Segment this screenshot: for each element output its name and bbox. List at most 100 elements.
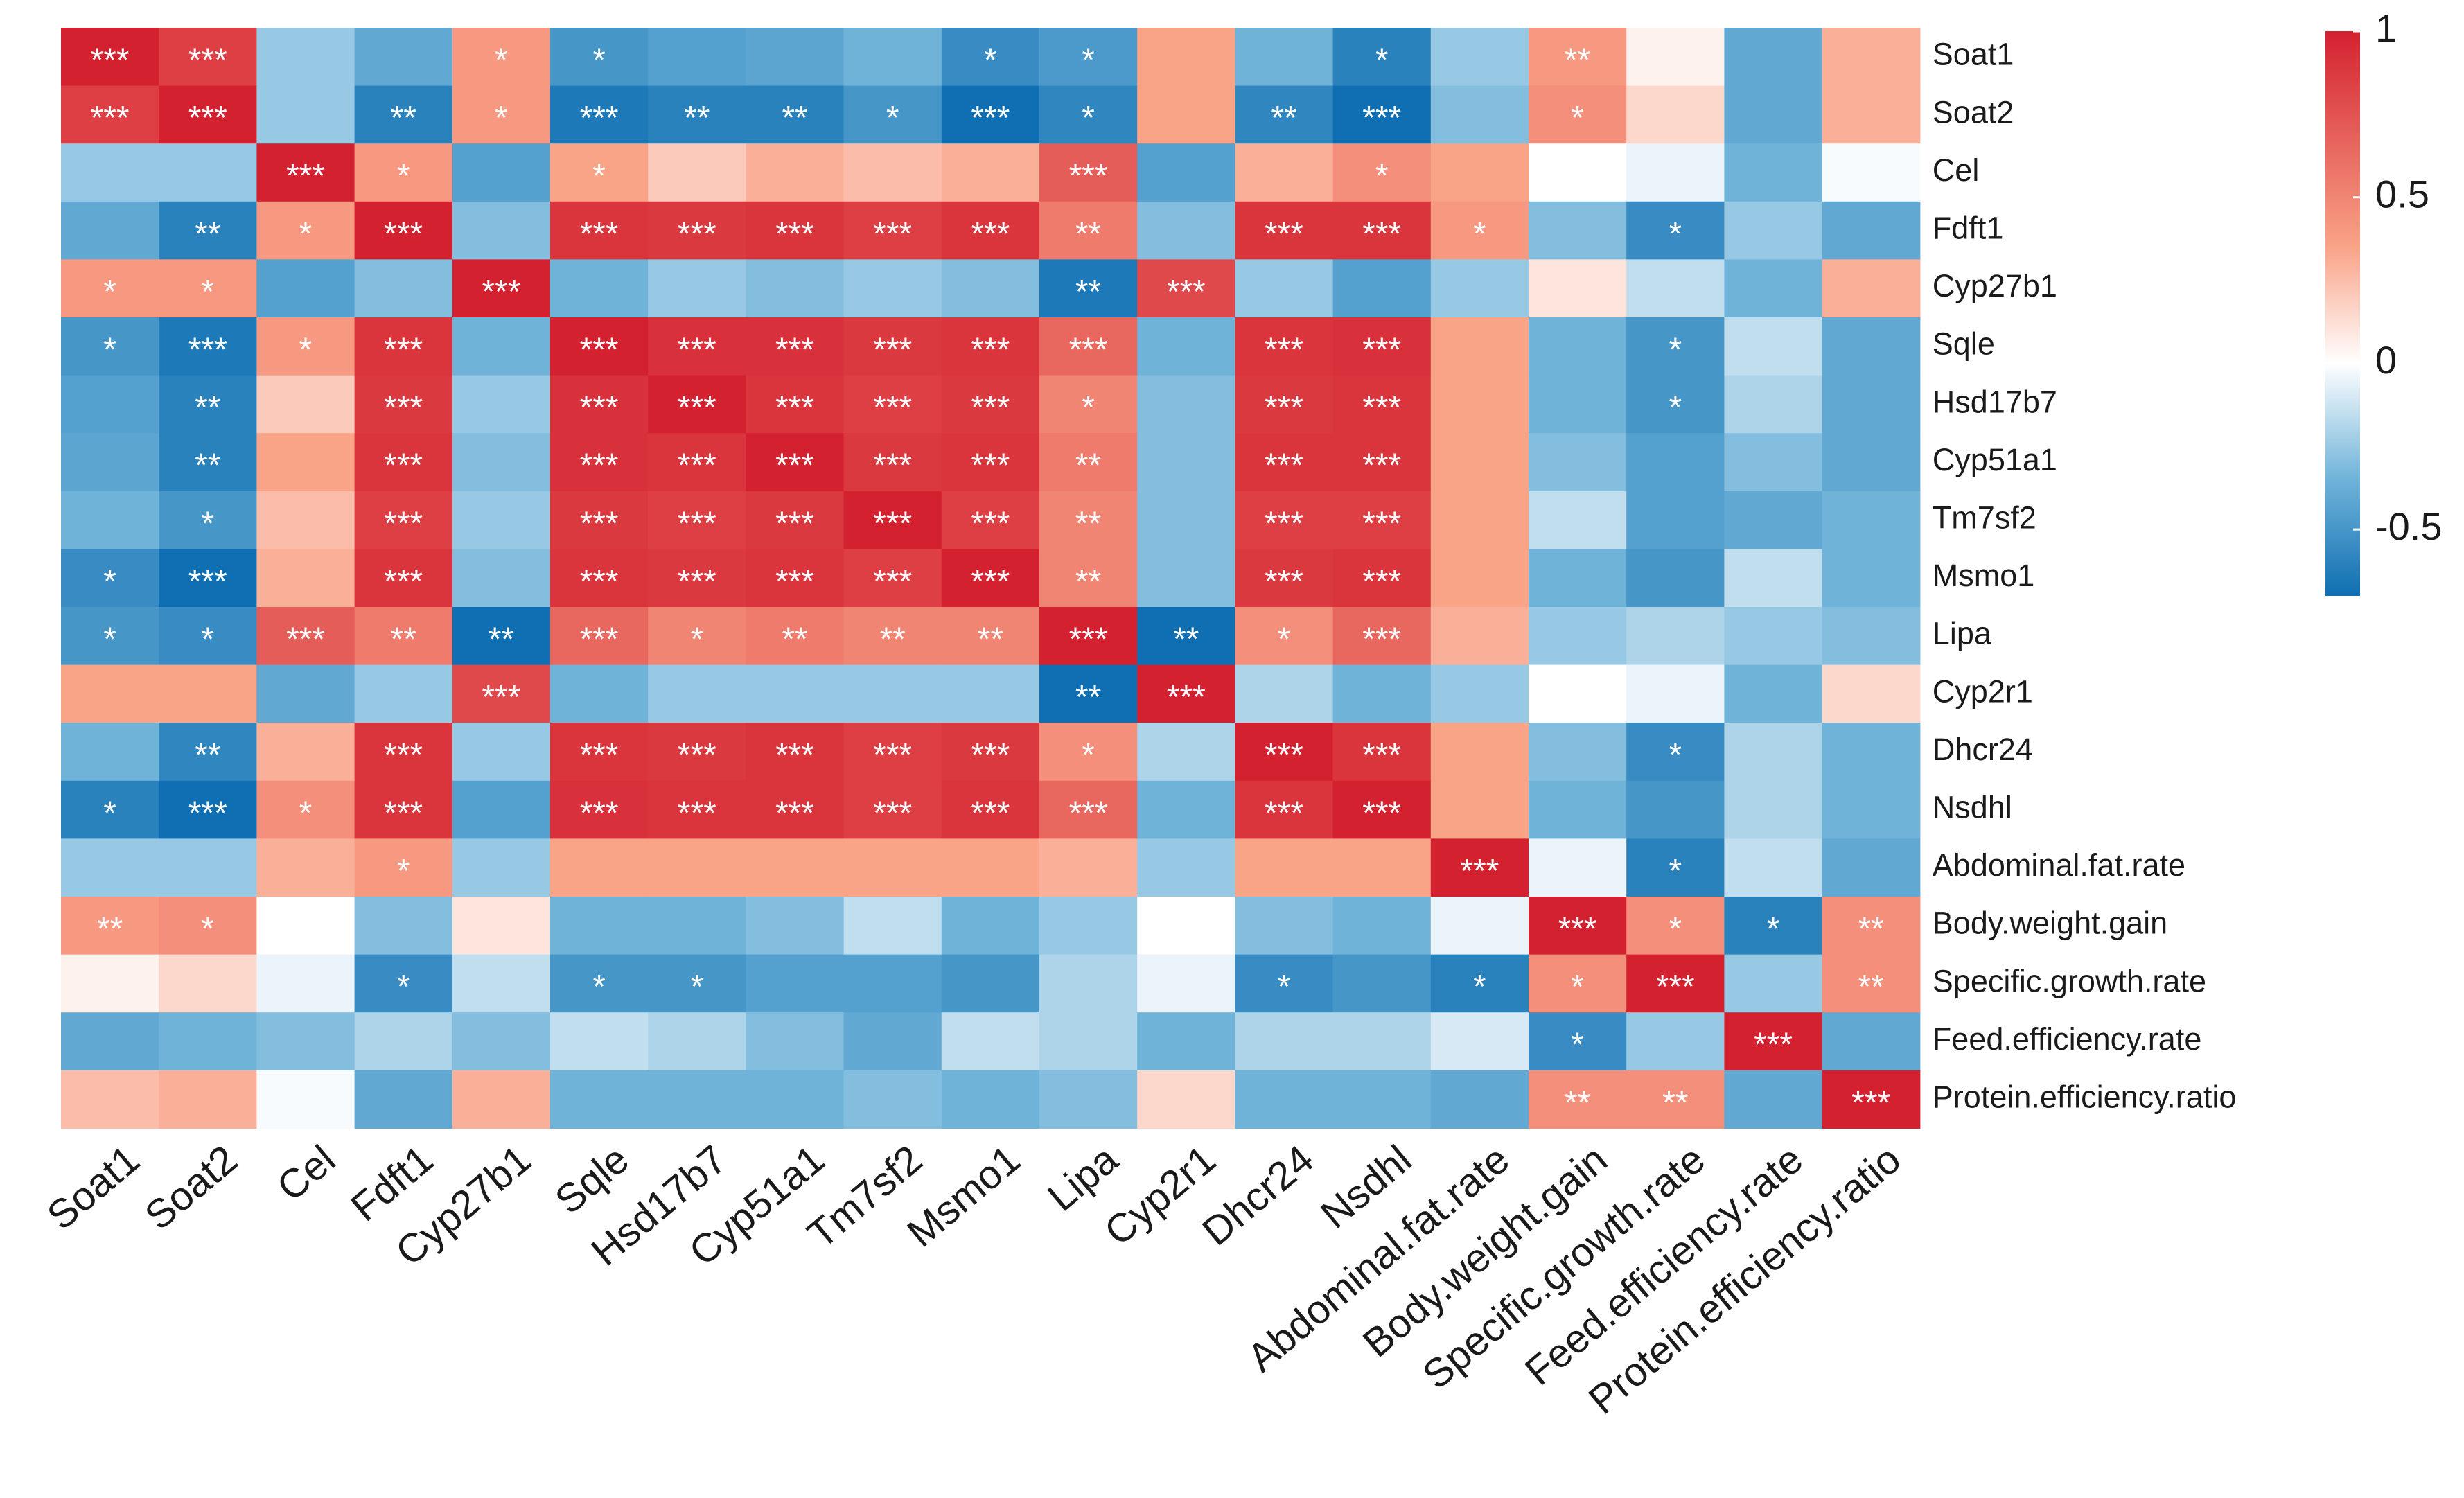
significance-mark: *** [971, 100, 1010, 136]
heatmap-cell [1332, 1012, 1432, 1071]
heatmap-cell [1332, 549, 1432, 608]
row-label: Tm7sf2 [1933, 500, 2036, 535]
significance-mark: *** [1558, 910, 1597, 947]
heatmap-cell [61, 143, 159, 202]
heatmap-cell [1039, 780, 1138, 839]
heatmap-cell [256, 607, 355, 666]
significance-mark: ** [195, 737, 220, 774]
significance-mark: *** [286, 621, 325, 658]
heatmap-cell [159, 259, 257, 318]
heatmap-cell [1235, 838, 1334, 897]
heatmap-cell [746, 780, 845, 839]
heatmap-cell [550, 28, 649, 87]
heatmap-cell [550, 838, 649, 897]
heatmap-cell [159, 1070, 257, 1129]
significance-mark: *** [580, 331, 619, 368]
heatmap-cell [1332, 664, 1432, 723]
heatmap-cell [648, 28, 746, 87]
heatmap-cell [746, 1070, 845, 1129]
significance-mark: * [1571, 969, 1584, 1005]
heatmap-cell [452, 723, 551, 782]
significance-mark: *** [971, 795, 1010, 831]
heatmap-cell [256, 1070, 355, 1129]
significance-mark: *** [1362, 621, 1401, 658]
heatmap-cell [550, 491, 649, 549]
significance-mark: *** [678, 795, 716, 831]
heatmap-cell [256, 28, 355, 87]
heatmap-cell [1332, 954, 1432, 1013]
heatmap-cell [843, 607, 942, 666]
significance-mark: ** [782, 100, 807, 136]
significance-mark: *** [873, 795, 912, 831]
heatmap-cell [1724, 85, 1823, 144]
heatmap-cell [61, 664, 159, 723]
heatmap-cell [550, 201, 649, 260]
heatmap-cell [354, 491, 453, 549]
significance-mark: ** [1858, 910, 1884, 947]
heatmap-cell [941, 143, 1040, 202]
row-label: Soat2 [1933, 94, 2014, 130]
heatmap-cell [1626, 375, 1725, 434]
heatmap-cell [159, 664, 257, 723]
significance-mark: ** [684, 100, 710, 136]
significance-mark: * [1669, 215, 1682, 252]
heatmap-cell [550, 259, 649, 318]
heatmap-cell [843, 317, 942, 376]
heatmap-cell [843, 143, 942, 202]
significance-mark: *** [1069, 795, 1108, 831]
heatmap-cell [1137, 838, 1235, 897]
significance-mark: *** [678, 389, 716, 426]
heatmap-cell [1332, 143, 1432, 202]
heatmap-cell [648, 897, 746, 955]
heatmap-cell [1039, 549, 1138, 608]
heatmap-cell [159, 85, 257, 144]
heatmap-cell [452, 433, 551, 492]
heatmap-cell [256, 85, 355, 144]
heatmap-cell [1822, 664, 1921, 723]
significance-mark: *** [1265, 331, 1303, 368]
heatmap-cell [1626, 143, 1725, 202]
heatmap-cell [159, 201, 257, 260]
heatmap-cell [61, 1012, 159, 1071]
heatmap-cell [1626, 838, 1725, 897]
significance-mark: * [495, 42, 508, 78]
heatmap-cell [941, 1070, 1040, 1129]
heatmap-cell [1822, 954, 1921, 1013]
heatmap-cell [159, 491, 257, 549]
row-label: Protein.efficiency.ratio [1933, 1079, 2237, 1114]
column-label: Soat1 [39, 1136, 148, 1238]
heatmap-cell [1137, 954, 1235, 1013]
heatmap-cell [843, 28, 942, 87]
significance-mark: *** [580, 737, 619, 774]
heatmap-cell [354, 85, 453, 144]
heatmap-cell [941, 317, 1040, 376]
heatmap-cell [843, 201, 942, 260]
heatmap-cell [256, 723, 355, 782]
heatmap-cell [1626, 780, 1725, 839]
heatmap-cell [550, 549, 649, 608]
heatmap-cell [1039, 838, 1138, 897]
significance-mark: * [103, 621, 116, 658]
significance-mark: ** [1565, 1084, 1590, 1121]
significance-mark: * [201, 505, 214, 542]
significance-mark: *** [1265, 563, 1303, 600]
significance-mark: *** [775, 448, 814, 484]
heatmap-cell [159, 1012, 257, 1071]
row-label: Cel [1933, 152, 1980, 188]
heatmap-cell [1235, 664, 1334, 723]
significance-mark: *** [1167, 274, 1206, 310]
significance-mark: ** [195, 389, 220, 426]
heatmap-cell [1626, 897, 1725, 955]
heatmap-cell [1332, 28, 1432, 87]
heatmap-cell [1332, 780, 1432, 839]
significance-mark: * [201, 910, 214, 947]
heatmap-cell [1430, 259, 1529, 318]
heatmap-cell [1137, 375, 1235, 434]
significance-mark: *** [971, 563, 1010, 600]
heatmap-cell [159, 375, 257, 434]
heatmap-cell [1626, 549, 1725, 608]
significance-mark: * [984, 42, 997, 78]
heatmap-cell [843, 1012, 942, 1071]
color-legend: 1 0.5 0 -0.5 [2325, 6, 2443, 596]
significance-mark: * [1669, 331, 1682, 368]
